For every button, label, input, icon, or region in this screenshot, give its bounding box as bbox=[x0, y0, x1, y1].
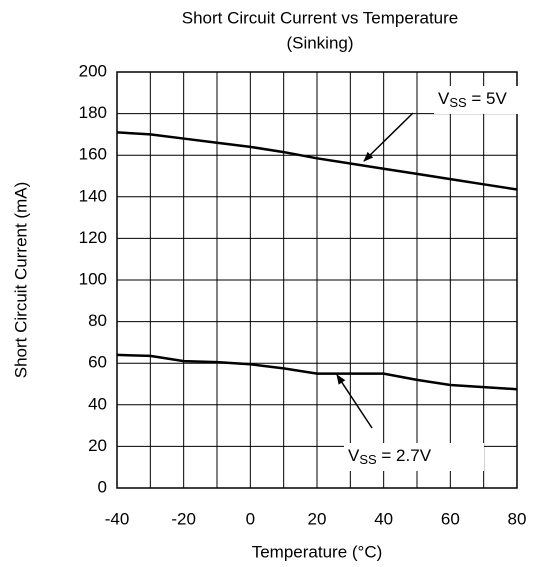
y-tick-label: 20 bbox=[88, 436, 107, 455]
annotation-prefix: V bbox=[438, 89, 450, 108]
annotation-bg bbox=[344, 443, 484, 471]
x-tick-label: 20 bbox=[308, 509, 327, 528]
y-tick-label: 160 bbox=[79, 145, 107, 164]
annotation-suffix: = 5V bbox=[467, 89, 508, 108]
y-axis-label: Short Circuit Current (mA) bbox=[11, 182, 30, 378]
x-tick-label: 0 bbox=[246, 509, 255, 528]
x-tick-label: 80 bbox=[508, 509, 527, 528]
annotation-subscript: SS bbox=[359, 452, 377, 467]
y-tick-label: 0 bbox=[98, 477, 107, 496]
annotation-subscript: SS bbox=[449, 95, 467, 110]
y-tick-label: 100 bbox=[79, 269, 107, 288]
annotation-arrow bbox=[336, 374, 373, 429]
x-tick-label: 40 bbox=[374, 509, 393, 528]
annotation: VSS = 5V bbox=[438, 89, 508, 110]
annotation-prefix: V bbox=[348, 446, 360, 465]
annotation: VSS = 2.7V bbox=[348, 446, 432, 467]
x-tick-label: -40 bbox=[105, 509, 130, 528]
y-tick-label: 60 bbox=[88, 353, 107, 372]
y-tick-label: 200 bbox=[79, 61, 107, 80]
data-line bbox=[116, 353, 518, 391]
y-tick-label: 120 bbox=[79, 228, 107, 247]
chart-subtitle: (Sinking) bbox=[286, 33, 353, 52]
x-axis-label: Temperature (°C) bbox=[252, 542, 383, 561]
annotation-suffix: = 2.7V bbox=[377, 446, 432, 465]
data-line bbox=[116, 131, 518, 191]
annotation-bg bbox=[434, 86, 536, 114]
plot-frame bbox=[116, 71, 518, 489]
annotation-arrow bbox=[363, 112, 414, 162]
x-tick-label: 60 bbox=[441, 509, 460, 528]
y-tick-label: 40 bbox=[88, 394, 107, 413]
y-tick-label: 140 bbox=[79, 186, 107, 205]
x-tick-label: -20 bbox=[171, 509, 196, 528]
chart-title: Short Circuit Current vs Temperature bbox=[182, 8, 459, 27]
y-tick-label: 180 bbox=[79, 103, 107, 122]
y-tick-label: 80 bbox=[88, 311, 107, 330]
